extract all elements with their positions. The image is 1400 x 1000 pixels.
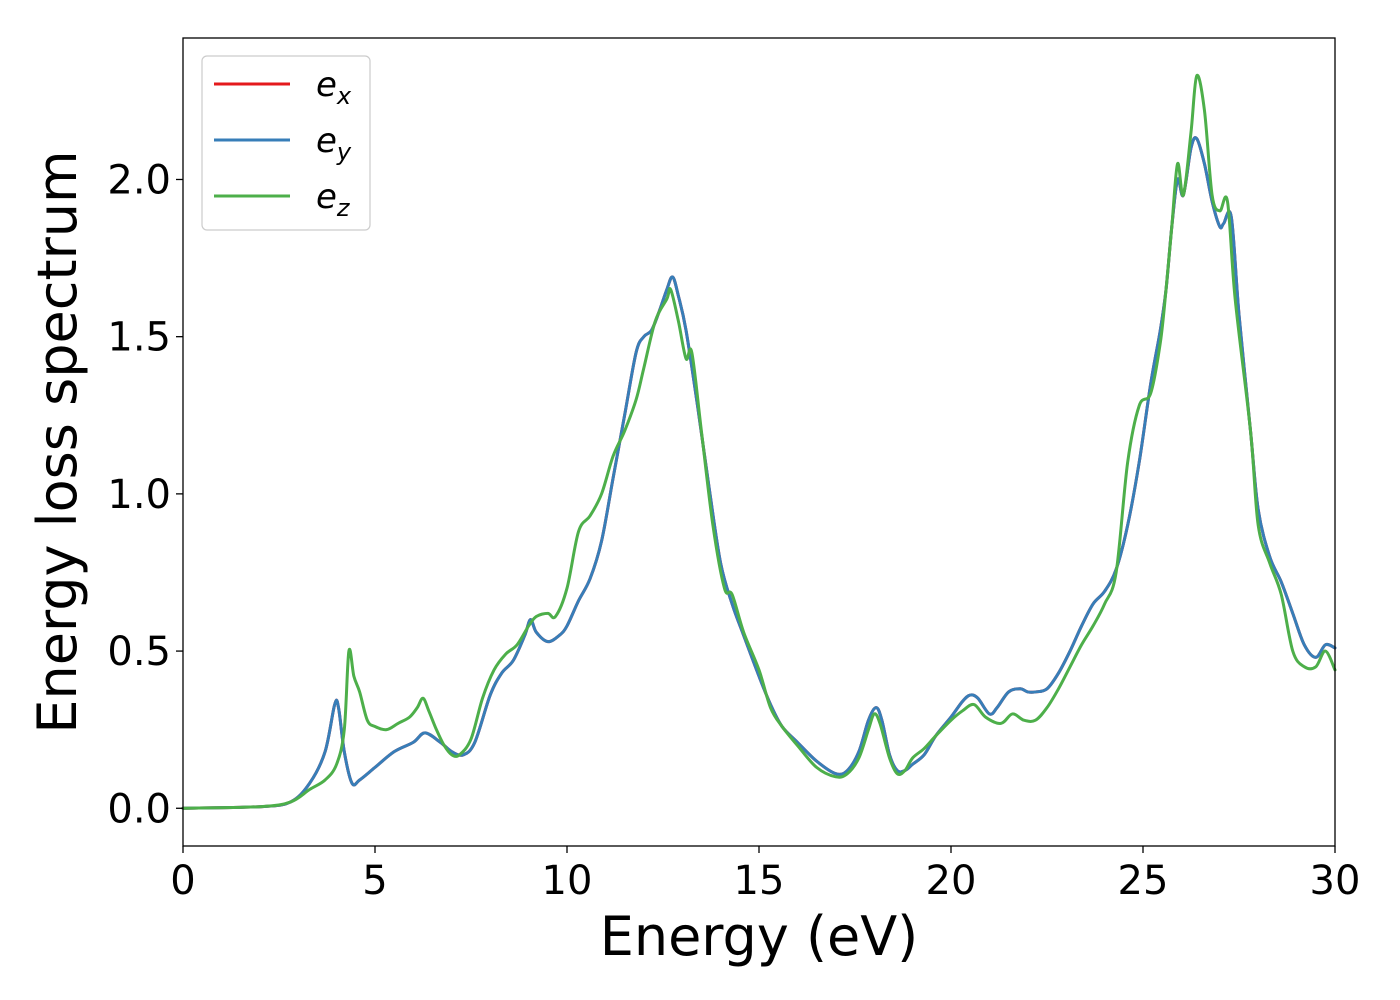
y-tick-label: 0.5 xyxy=(107,629,171,675)
legend-box xyxy=(201,55,371,231)
x-tick-label: 5 xyxy=(362,858,387,904)
x-axis-ticks: 0 5 10 15 20 25 30 xyxy=(170,846,1360,904)
series-line-z xyxy=(181,73,1337,810)
y-tick-label: 0.0 xyxy=(107,786,171,832)
legend: ex ey ez xyxy=(201,55,371,231)
legend-label-x: ex xyxy=(316,65,352,110)
plot-lines xyxy=(181,73,1337,810)
x-tick-label: 10 xyxy=(542,858,593,904)
legend-label-y: ey xyxy=(316,121,352,166)
x-tick-label: 15 xyxy=(734,858,785,904)
x-axis-label: Energy (eV) xyxy=(600,905,919,968)
y-tick-label: 1.5 xyxy=(107,315,171,361)
y-tick-label: 2.0 xyxy=(107,157,171,203)
y-axis-ticks: 0.0 0.5 1.0 1.5 2.0 xyxy=(107,157,183,832)
x-tick-label: 30 xyxy=(1310,858,1361,904)
x-tick-label: 20 xyxy=(926,858,977,904)
y-axis-label: Energy loss spectrum xyxy=(26,150,89,733)
x-tick-label: 0 xyxy=(170,858,195,904)
y-tick-label: 1.0 xyxy=(107,472,171,518)
legend-label-z: ez xyxy=(316,177,351,222)
x-tick-label: 25 xyxy=(1118,858,1169,904)
